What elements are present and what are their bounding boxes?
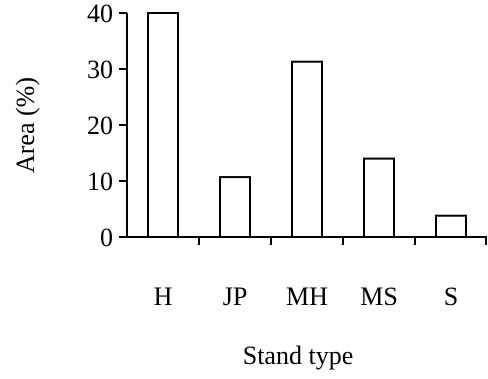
bars — [147, 12, 467, 239]
y-tick-label: 0 — [100, 223, 113, 252]
x-tick-label: S — [444, 282, 458, 311]
y-tick-label: 40 — [87, 0, 113, 28]
x-axis-ticks: H JP MH MS S — [154, 237, 487, 311]
y-axis-ticks: 0 10 20 30 40 — [87, 0, 127, 252]
bar-jp — [219, 176, 251, 238]
y-tick-label: 30 — [87, 55, 113, 84]
x-tick-label: JP — [223, 282, 248, 311]
bar-mh — [291, 60, 323, 238]
y-tick-label: 10 — [87, 167, 113, 196]
x-tick-label: MH — [286, 282, 328, 311]
bar-h — [147, 12, 179, 238]
y-tick-label: 20 — [87, 111, 113, 140]
x-tick-label: H — [154, 282, 173, 311]
x-axis-label: Stand type — [243, 341, 354, 370]
bar-s — [435, 214, 467, 239]
bar-ms — [363, 157, 395, 239]
x-tick-label: MS — [360, 282, 398, 311]
y-axis-label: Area (%) — [11, 77, 40, 173]
